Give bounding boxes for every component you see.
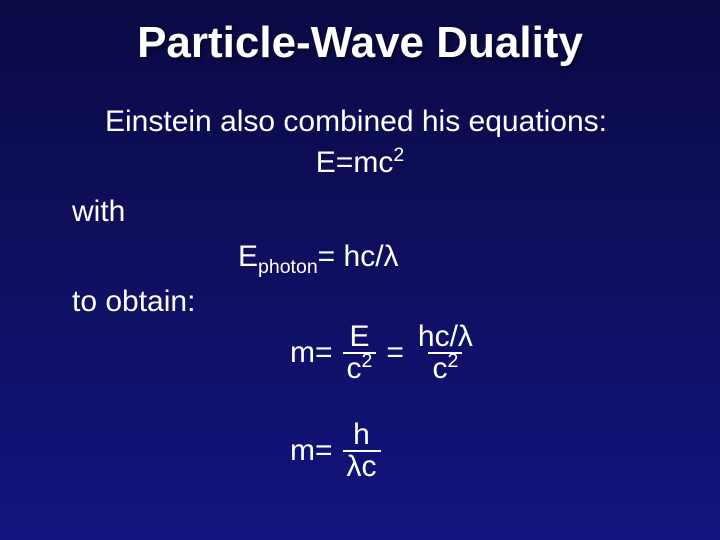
eq3-frac2-den-sup: 2 (447, 350, 458, 372)
emc2-lhs: E=mc (316, 146, 394, 179)
eq4-frac-num: h (349, 420, 374, 450)
eq3-frac1-den-base: c (347, 352, 362, 385)
eq3-frac-hcl-over-c2: hc/λ c2 (414, 322, 477, 384)
equation-mass-final: m= h λc (290, 420, 381, 482)
eq3-equals: = (386, 336, 404, 370)
equation-photon: Ephoton= hc/λ (238, 240, 399, 274)
intro-line: Einstein also combined his equations: (105, 105, 665, 139)
eq4-frac-den: λc (343, 450, 381, 482)
eq3-frac2-den: c2 (428, 352, 462, 384)
eq3-frac2-num: hc/λ (414, 322, 477, 352)
eq3-frac1-den-sup: 2 (362, 350, 373, 372)
eq3-frac1-den: c2 (343, 352, 377, 384)
label-with: with (72, 195, 125, 229)
ephoton-rhs: = hc/λ (318, 240, 399, 273)
ephoton-sub: photon (258, 256, 318, 278)
eq3-frac2-den-base: c (432, 352, 447, 385)
ephoton-e: E (238, 240, 258, 273)
emc2-sup: 2 (393, 144, 404, 166)
eq3-m-equals: m= (290, 336, 333, 370)
equation-emc2: E=mc2 (0, 146, 720, 180)
eq4-m-equals: m= (290, 434, 333, 468)
equation-mass-derivation: m= E c2 = hc/λ c2 (290, 322, 477, 384)
slide-title: Particle-Wave Duality (0, 18, 720, 68)
label-obtain: to obtain: (72, 285, 195, 319)
eq3-frac1-num: E (345, 322, 373, 352)
eq3-frac-e-over-c2: E c2 (343, 322, 377, 384)
eq4-frac-h-over-lc: h λc (343, 420, 381, 482)
